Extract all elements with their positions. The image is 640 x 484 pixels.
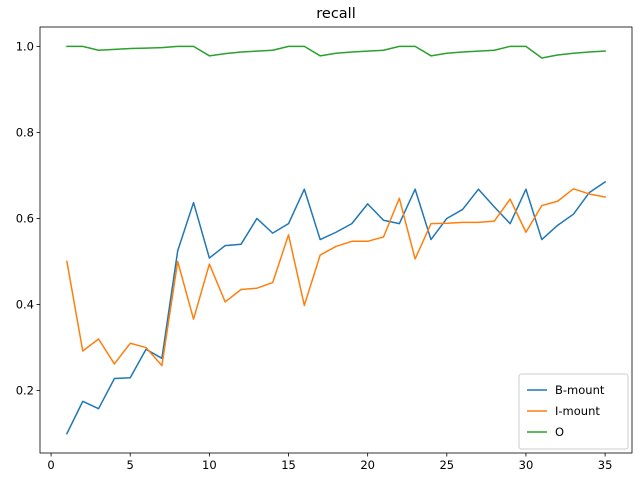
- axes-frame: [39, 26, 633, 454]
- y-tick-label: 0.8: [16, 125, 34, 139]
- x-tick-label: 10: [202, 458, 217, 472]
- x-tick-label: 0: [47, 458, 54, 472]
- x-tick-label: 15: [281, 458, 296, 472]
- x-tick-label: 20: [360, 458, 375, 472]
- y-tick-label: 1.0: [16, 39, 34, 53]
- legend: B-mount I-mount O: [518, 373, 629, 450]
- legend-label: I-mount: [555, 404, 600, 418]
- legend-label: O: [555, 425, 564, 439]
- series-line-2: [66, 188, 606, 367]
- plot-area: [65, 45, 607, 435]
- x-tick-label: 25: [439, 458, 454, 472]
- legend-box: [518, 373, 629, 450]
- x-tick-label: 30: [519, 458, 534, 472]
- series-line-1: [65, 180, 607, 435]
- y-tick-label: 0.4: [16, 298, 34, 312]
- x-tick-label: 5: [127, 458, 134, 472]
- series-line-3: [66, 45, 606, 59]
- legend-label: B-mount: [555, 383, 605, 397]
- y-tick-label: 0.6: [16, 211, 34, 225]
- axes: 0 5 10 15 20 25 30 35 0.2 0.4 0.6 0.8 1.0: [16, 26, 633, 472]
- y-tick-label: 0.2: [16, 384, 34, 398]
- chart-title: recall: [316, 6, 355, 22]
- x-tick-label: 35: [598, 458, 613, 472]
